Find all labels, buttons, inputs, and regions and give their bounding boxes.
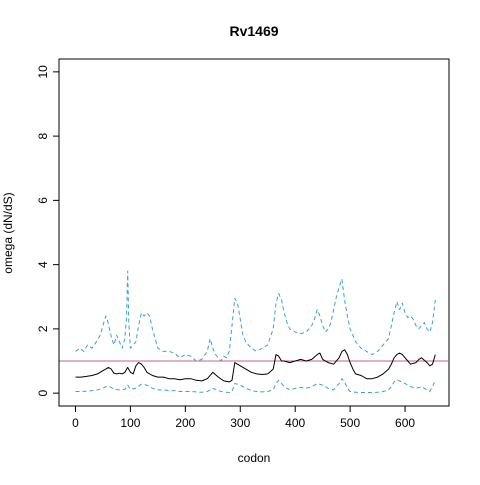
y-axis: 0 2 4 6 8 10 [36,65,60,396]
x-axis: 0 100 200 300 400 500 600 [72,405,415,430]
x-axis-label: codon [238,451,271,465]
series-layer [59,270,449,393]
x-tick-label: 300 [230,416,250,430]
series-line-lower [75,378,436,393]
x-tick-label: 100 [120,416,140,430]
x-tick-label: 500 [340,416,360,430]
y-tick-label: 2 [36,325,50,332]
series-line-upper [75,270,436,362]
x-tick-label: 200 [175,416,195,430]
y-axis-label: omega (dN/dS) [1,192,15,273]
plot-frame [58,58,450,407]
x-tick-label: 0 [72,416,79,430]
y-tick-label: 4 [36,261,50,268]
x-tick-label: 600 [395,416,415,430]
series-line-mean [75,349,436,383]
y-tick-label: 10 [36,65,50,79]
x-tick-label: 400 [285,416,305,430]
y-tick-label: 6 [36,197,50,204]
y-tick-label: 0 [36,389,50,396]
chart-title: Rv1469 [229,23,278,39]
y-tick-label: 8 [36,132,50,139]
